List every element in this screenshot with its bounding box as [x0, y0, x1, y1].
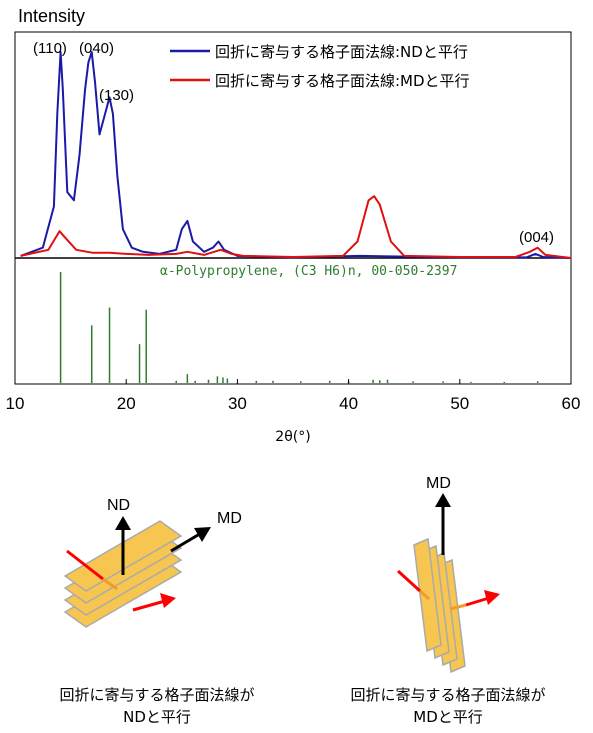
annotation-040: (040): [79, 40, 114, 57]
diffracted-beam-nd-arrowhead: [160, 593, 176, 608]
legend-label-nd: 回折に寄与する格子面法線:NDと平行: [215, 43, 468, 61]
x-axis-label: 2θ(°): [275, 429, 310, 445]
legend-label-md: 回折に寄与する格子面法線:MDと平行: [215, 72, 470, 90]
x-tick-label: 10: [6, 394, 25, 413]
caption-right-line1: 回折に寄与する格子面法線が: [350, 686, 546, 704]
diffracted-beam-nd: [132, 599, 166, 612]
caption-left-line2: NDと平行: [123, 708, 191, 726]
nd-arrowhead: [115, 516, 131, 530]
md-arrow-diag-head: [194, 527, 211, 542]
reference-label: α-Polypropylene, (C3 H6)n, 00-050-2397: [160, 264, 457, 279]
x-tick-label: 60: [562, 394, 581, 413]
caption-right-line2: MDと平行: [413, 708, 483, 726]
annotation-004: (004): [519, 229, 554, 246]
x-ticks: 10 20 30 40 50 60: [6, 379, 581, 413]
x-tick-label: 20: [117, 394, 136, 413]
x-tick-label: 30: [228, 394, 247, 413]
md-arrow-up-head: [435, 493, 451, 507]
series-line-md: [20, 195, 572, 259]
plate-stack-md: [413, 537, 466, 674]
caption-left: 回折に寄与する格子面法線が NDと平行: [22, 684, 292, 728]
nd-arrow-label: ND: [107, 497, 130, 514]
plot-frame: [14, 31, 572, 385]
diagram-nd: ND MD: [63, 497, 242, 628]
md-arrow-diag: [170, 530, 204, 553]
caption-left-line1: 回折に寄与する格子面法線が: [59, 686, 255, 704]
incident-beam-nd: [66, 549, 104, 581]
caption-right: 回折に寄与する格子面法線が MDと平行: [313, 684, 583, 728]
md-diag-arrow-label: MD: [217, 510, 242, 527]
diffracted-beam-md-dim: [449, 603, 467, 611]
annotation-110: (110): [33, 40, 67, 57]
diffracted-beam-md: [465, 596, 490, 607]
plate-md-4: [413, 537, 442, 653]
annotation-130: (130): [99, 87, 134, 104]
x-tick-label: 40: [339, 394, 358, 413]
diagram-md: MD: [396, 475, 500, 674]
series-group: [20, 51, 572, 259]
md-up-arrow-label: MD: [426, 475, 451, 492]
x-tick-label: 50: [450, 394, 469, 413]
incident-beam-md: [396, 569, 422, 593]
incident-beam-nd-dim: [102, 577, 118, 591]
reference-lines: [59, 272, 539, 383]
diffracted-beam-md-arrowhead: [484, 590, 500, 605]
y-axis-label: Intensity: [18, 6, 85, 26]
incident-beam-md-dim: [419, 589, 430, 601]
